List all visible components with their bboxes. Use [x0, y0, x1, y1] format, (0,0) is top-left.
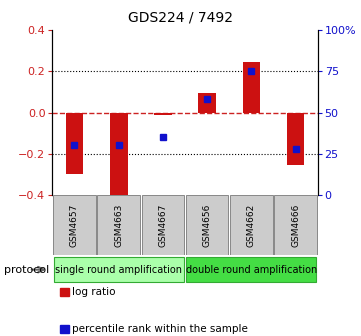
FancyBboxPatch shape [186, 196, 229, 255]
FancyBboxPatch shape [186, 257, 316, 283]
Text: log ratio: log ratio [72, 287, 116, 297]
FancyBboxPatch shape [142, 196, 184, 255]
FancyBboxPatch shape [54, 257, 184, 283]
Text: GSM4657: GSM4657 [70, 203, 79, 247]
Text: GDS224 / 7492: GDS224 / 7492 [128, 10, 233, 24]
Bar [198, 93, 216, 113]
Text: GSM4667: GSM4667 [158, 203, 168, 247]
Bar [110, 113, 127, 202]
Bar [287, 113, 304, 165]
Bar [243, 62, 260, 113]
Text: single round amplification: single round amplification [55, 265, 182, 275]
Text: GSM4663: GSM4663 [114, 203, 123, 247]
Text: percentile rank within the sample: percentile rank within the sample [72, 324, 248, 334]
Text: protocol: protocol [4, 265, 49, 275]
Text: double round amplification: double round amplification [186, 265, 317, 275]
Text: GSM4662: GSM4662 [247, 204, 256, 247]
FancyBboxPatch shape [53, 196, 96, 255]
Bar [66, 113, 83, 174]
FancyBboxPatch shape [97, 196, 140, 255]
FancyBboxPatch shape [230, 196, 273, 255]
Text: GSM4666: GSM4666 [291, 203, 300, 247]
Text: GSM4656: GSM4656 [203, 203, 212, 247]
Bar [154, 113, 172, 115]
FancyBboxPatch shape [274, 196, 317, 255]
